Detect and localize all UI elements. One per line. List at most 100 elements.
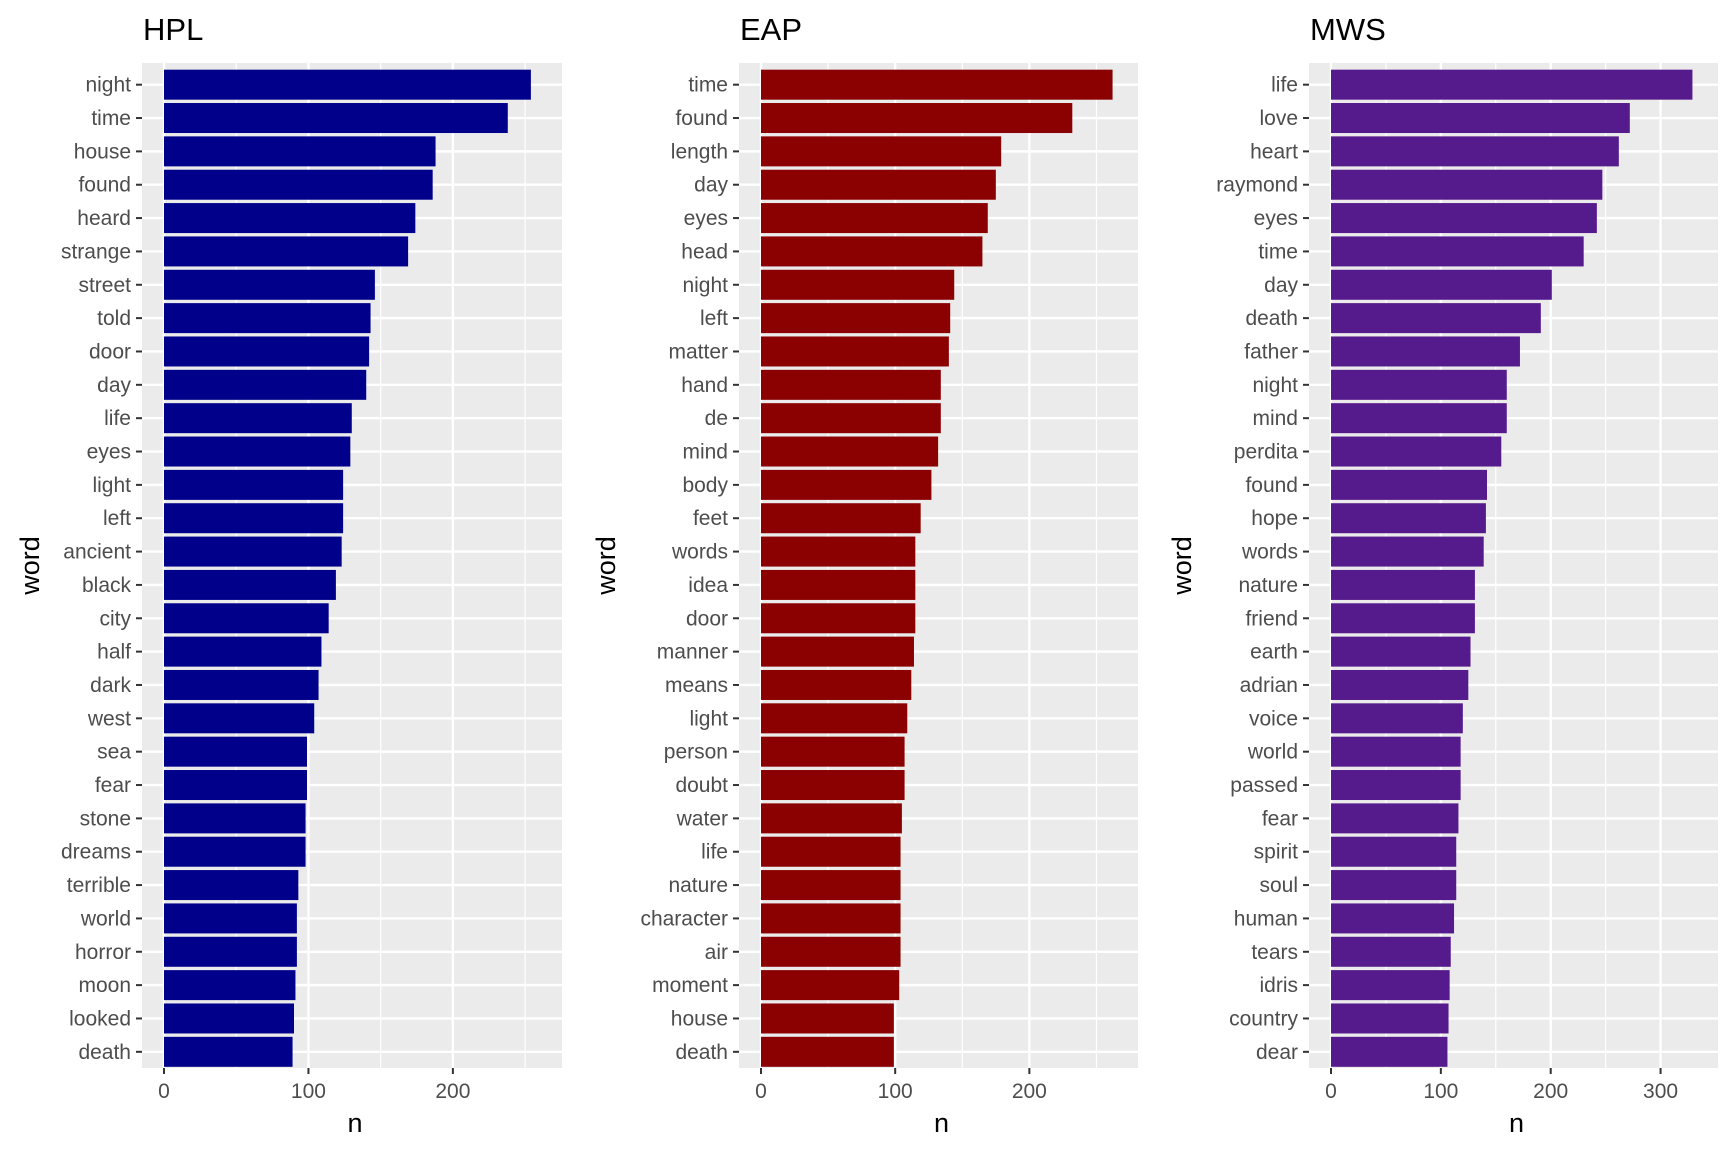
bar-life	[761, 836, 901, 867]
bar-fear	[164, 770, 307, 801]
y-tick-label: eyes	[684, 207, 728, 230]
y-tick-label: length	[671, 140, 728, 163]
bar-passed	[1331, 770, 1461, 801]
bar-light	[164, 469, 344, 500]
bar-hand	[761, 369, 941, 400]
y-tick-label: night	[85, 74, 131, 97]
y-tick-label: street	[78, 274, 131, 297]
y-tick-label: house	[671, 1007, 728, 1030]
bar-nature	[1331, 569, 1475, 600]
y-tick-label: love	[1259, 107, 1298, 130]
y-tick-label: dreams	[61, 841, 131, 864]
bar-moment	[761, 970, 900, 1001]
bar-soul	[1331, 870, 1457, 901]
y-tick-label: words	[671, 541, 728, 564]
panel-hpl: night time house found heard strange street tol…	[15, 12, 562, 1138]
y-tick-label: left	[103, 507, 131, 530]
y-tick-label: time	[688, 74, 728, 97]
y-tick-label: life	[701, 841, 728, 864]
y-tick-label: heart	[1250, 140, 1298, 163]
y-tick-label: friend	[1245, 607, 1298, 630]
bar-head	[761, 236, 983, 267]
bar-horror	[164, 936, 297, 967]
y-tick-label: spirit	[1254, 841, 1299, 864]
y-tick-label: father	[1244, 340, 1298, 363]
bar-manner	[761, 636, 914, 667]
y-tick-label: character	[640, 907, 728, 930]
x-tick-label: 100	[878, 1080, 913, 1103]
y-tick-label: city	[100, 607, 132, 630]
y-tick-label: house	[74, 140, 131, 163]
y-tick-label: feet	[693, 507, 728, 530]
bar-friend	[1331, 603, 1475, 634]
bar-water	[761, 803, 902, 834]
bar-street	[164, 269, 375, 300]
bar-terrible	[164, 870, 299, 901]
y-tick-label: hope	[1251, 507, 1298, 530]
y-tick-label: tears	[1251, 941, 1298, 964]
bar-eyes	[761, 203, 988, 234]
y-tick-label: mind	[682, 441, 728, 464]
bar-heart	[1331, 136, 1619, 167]
bar-ancient	[164, 536, 342, 567]
bar-half	[164, 636, 322, 667]
y-tick-label: words	[1241, 541, 1298, 564]
bar-hope	[1331, 503, 1486, 534]
y-tick-label: country	[1229, 1007, 1298, 1030]
y-tick-label: day	[97, 374, 131, 397]
y-tick-label: nature	[668, 874, 728, 897]
bar-city	[164, 603, 329, 634]
bar-world	[1331, 736, 1461, 767]
bar-black	[164, 569, 336, 600]
y-tick-label: left	[700, 307, 728, 330]
y-tick-label: door	[686, 607, 728, 630]
y-tick-label: water	[676, 807, 728, 830]
bar-found	[164, 169, 433, 200]
y-tick-label: sea	[97, 741, 131, 764]
y-tick-label: moon	[78, 974, 131, 997]
y-tick-label: world	[1247, 741, 1298, 764]
x-tick-label: 300	[1643, 1080, 1678, 1103]
bar-body	[761, 469, 932, 500]
bar-voice	[1331, 703, 1463, 734]
y-tick-label: horror	[75, 941, 131, 964]
y-tick-label: head	[681, 240, 728, 263]
bar-door	[164, 336, 370, 367]
bar-perdita	[1331, 436, 1502, 467]
y-axis-label: word	[1167, 536, 1197, 596]
y-tick-label: soul	[1259, 874, 1298, 897]
bar-words	[1331, 536, 1484, 567]
y-tick-label: person	[664, 741, 728, 764]
bar-mind	[1331, 403, 1507, 434]
y-tick-label: life	[104, 407, 131, 430]
y-axis-label: word	[591, 536, 621, 596]
bar-dreams	[164, 836, 306, 867]
x-tick-label: 200	[435, 1080, 470, 1103]
y-tick-label: perdita	[1234, 441, 1299, 464]
bar-feet	[761, 503, 921, 534]
y-tick-label: adrian	[1240, 674, 1298, 697]
bar-dear	[1331, 1036, 1448, 1067]
y-tick-label: day	[1264, 274, 1298, 297]
bar-night	[1331, 369, 1507, 400]
bar-words	[761, 536, 916, 567]
y-axis-label: word	[15, 536, 45, 596]
y-tick-label: passed	[1230, 774, 1298, 797]
y-tick-label: told	[97, 307, 131, 330]
y-tick-label: eyes	[1254, 207, 1298, 230]
y-tick-label: black	[82, 574, 132, 597]
y-tick-label: voice	[1249, 707, 1298, 730]
panel-title: HPL	[143, 12, 203, 47]
y-tick-label: light	[92, 474, 131, 497]
y-tick-label: dark	[90, 674, 131, 697]
bar-found	[761, 103, 1073, 134]
bar-left	[761, 303, 951, 334]
y-tick-label: doubt	[675, 774, 728, 797]
y-tick-label: fear	[95, 774, 131, 797]
y-tick-label: air	[705, 941, 728, 964]
bar-spirit	[1331, 836, 1457, 867]
bar-night	[761, 269, 955, 300]
y-tick-label: time	[91, 107, 131, 130]
bar-night	[164, 69, 531, 100]
bar-day	[164, 369, 367, 400]
